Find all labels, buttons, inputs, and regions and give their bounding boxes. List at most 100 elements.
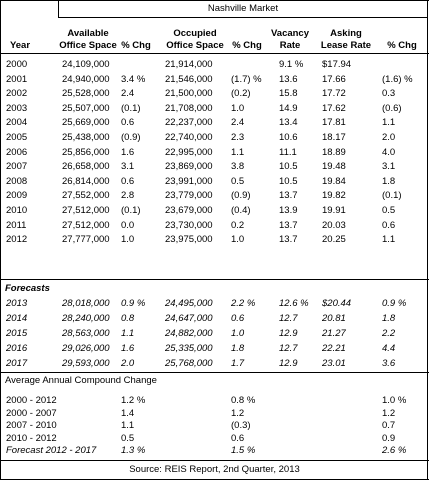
cell: 27,512,000 [62,219,110,231]
cell: 0.6 [382,219,396,231]
cell: (0.4) [231,205,251,216]
cell: 17.62 [322,102,346,114]
cell: 9.1 % [279,59,304,70]
cell: 15.8 [279,88,298,100]
source-note: Source: REIS Report, 2nd Quarter, 2013 [129,464,300,475]
border [427,0,428,480]
cell: 1.8 [231,343,245,354]
cell: 1.1 [382,117,396,129]
cell: 1.2 % [121,395,146,406]
row-label: 2011 [6,219,27,231]
cell: 2.4 [231,117,245,129]
row-label: 2009 [6,190,28,202]
cell: 19.84 [322,175,346,187]
cell: 1.8 [382,313,396,324]
cell: 10.5 [279,161,298,173]
cell: 1.8 [382,175,396,187]
row-label: 2000 [6,59,28,70]
cell: 0.6 [121,175,135,187]
cell: 24,882,000 [165,328,213,339]
cell: 23.01 [322,358,346,369]
cell: 24,495,000 [165,298,213,309]
cell: 1.0 [121,234,135,246]
cell: 28,018,000 [62,298,110,309]
cell: 18.17 [322,132,346,143]
cell: (0.9) [231,190,251,202]
cell: 3.1 [382,161,396,173]
table-title: Nashville Market [207,3,279,14]
cell: 27,777,000 [62,234,110,246]
cell: 19.82 [322,190,346,202]
cell: 0.6 [231,313,245,324]
row-label: 2005 [6,132,28,143]
cell: 26,814,000 [62,175,110,187]
cell: 1.6 [121,146,135,158]
cell: 4.0 [382,146,396,158]
column-header: % Chg [121,40,151,51]
cell: 23,730,000 [165,219,213,231]
cell: 27,512,000 [62,205,110,216]
cell: 27,552,000 [62,190,110,202]
cell: 19.48 [322,161,346,173]
cell: 23,779,000 [165,190,213,202]
column-header: Office Space [59,40,117,51]
cell: 12.7 [279,343,298,354]
cell: 22,740,000 [165,132,213,143]
border [58,0,59,17]
cell: (0.1) [382,190,402,202]
row-label: 2010 - 2012 [6,432,57,444]
cell: 1.0 [231,234,245,246]
row-label: 2012 [6,234,28,246]
row-label: 2000 - 2007 [6,407,57,419]
cell: 23,679,000 [165,205,213,216]
cell: 1.4 [121,407,135,419]
row-label: 2007 - 2010 [6,420,57,431]
cell: 2.2 % [231,298,256,309]
column-header: % Chg [232,40,262,51]
rule [0,53,429,54]
cell: (0.1) [121,102,141,114]
cell: 1.0 % [382,395,407,406]
cell: 0.9 [382,432,396,444]
cell: 13.4 [279,117,298,129]
row-label: 2014 [6,313,28,324]
cell: 22.21 [322,343,346,354]
border [0,0,429,1]
cell: 2.6 % [382,445,407,456]
border [58,17,428,18]
cell: 28,563,000 [62,328,110,339]
cell: 25,528,000 [62,88,110,100]
cell: 3.6 [382,358,396,369]
border [0,0,1,480]
cell: 21,546,000 [165,73,213,85]
cell: 25,507,000 [62,102,110,114]
cell: 10.5 [279,175,298,187]
cell: 21,708,000 [165,102,213,114]
row-label: 2013 [6,298,28,309]
cell: 10.6 [279,132,298,143]
cell: 12.9 [279,358,298,369]
cell: 17.66 [322,73,346,85]
rule [0,279,429,280]
cell: 13.7 [279,219,298,231]
cell: 24,109,000 [62,59,110,70]
rule [0,460,429,461]
cell: 24,647,000 [165,313,213,324]
cell: 22,237,000 [165,117,213,129]
section-label: Average Annual Compound Change [5,375,157,386]
cell: 1.6 [121,343,135,354]
cell: 1.2 [382,407,396,419]
cell: 0.5 [121,432,135,444]
column-header: Lease Rate [320,40,372,51]
cell: 17.81 [322,117,346,129]
cell: 11.1 [279,146,297,158]
cell: 13.6 [279,73,298,85]
cell: 0.2 [231,219,245,231]
cell: 21,500,000 [165,88,213,100]
rule [0,372,429,373]
cell: 14.9 [279,102,298,114]
cell: 0.9 % [382,298,407,309]
cell: 0.3 [382,88,396,100]
row-label: 2008 [6,175,28,187]
